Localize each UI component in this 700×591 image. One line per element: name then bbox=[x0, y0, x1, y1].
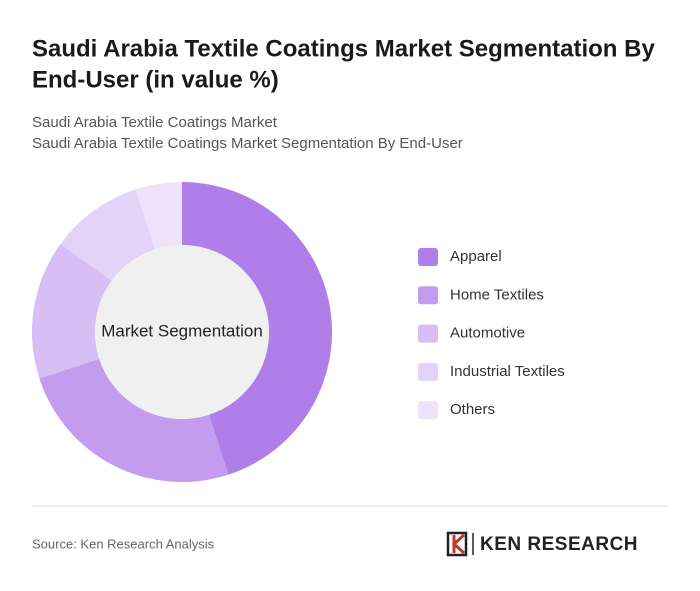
legend-swatch bbox=[418, 324, 438, 343]
legend-label: Others bbox=[450, 401, 495, 418]
donut-segment bbox=[32, 243, 112, 379]
donut-segment bbox=[135, 182, 182, 250]
donut-hole bbox=[95, 245, 269, 419]
donut-segment bbox=[182, 182, 333, 475]
source: Source: Ken Research Analysis bbox=[32, 536, 215, 551]
chart-subtitle: Saudi Arabia Textile Coatings Market Seg… bbox=[32, 135, 463, 152]
center-label: Market Segmentation bbox=[101, 321, 263, 340]
logo-icon bbox=[446, 531, 474, 557]
legend-label: Home Textiles bbox=[450, 286, 544, 303]
legend-label: Industrial Textiles bbox=[450, 363, 565, 380]
legend-swatch bbox=[418, 248, 438, 266]
donut-segment bbox=[60, 189, 156, 281]
legend-swatch bbox=[418, 286, 438, 305]
chart-title: End-User (in value %) bbox=[32, 66, 279, 93]
legend-swatch bbox=[418, 362, 438, 381]
chart-title: Saudi Arabia Textile Coatings Market Seg… bbox=[32, 35, 655, 62]
donut-segment bbox=[39, 358, 229, 482]
legend-label: Apparel bbox=[450, 248, 502, 265]
logo-text: KEN RESEARCH bbox=[480, 534, 638, 555]
legend-swatch bbox=[418, 401, 438, 420]
legend-label: Automotive bbox=[450, 325, 525, 342]
chart-subtitle: Saudi Arabia Textile Coatings Market bbox=[32, 114, 278, 131]
